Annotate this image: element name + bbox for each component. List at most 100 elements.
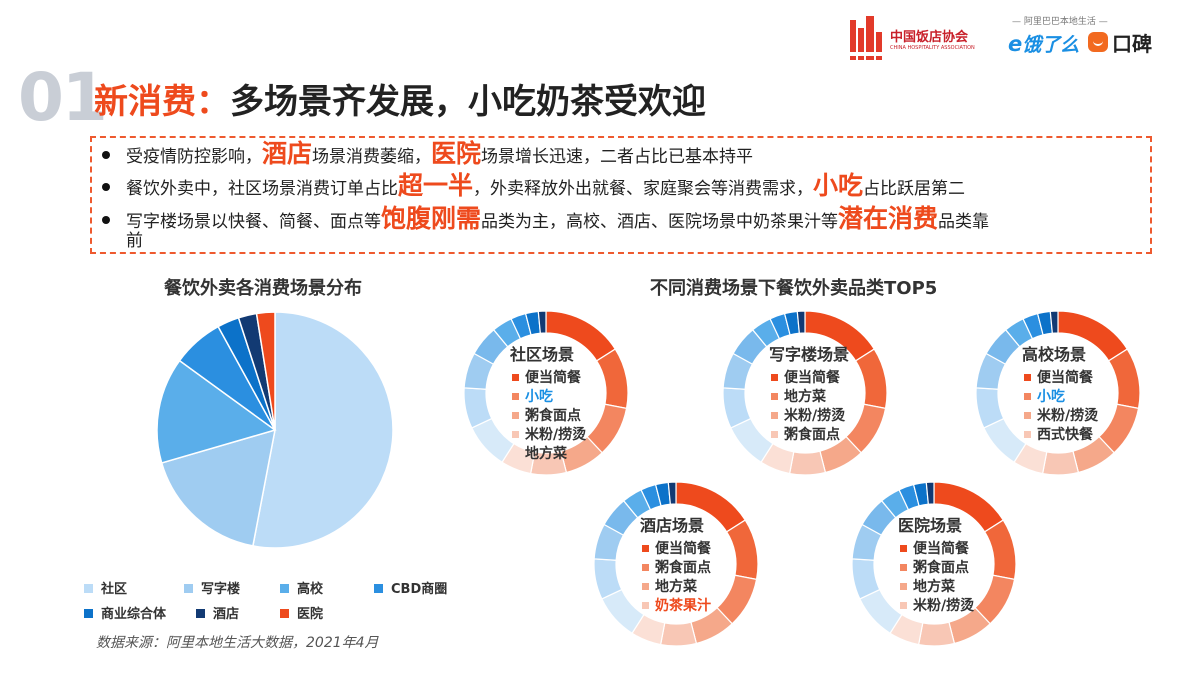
page-title: 新消费：多场景齐发展，小吃奶茶受欢迎 xyxy=(94,80,706,124)
bullet-text-part: 占比跃居第二 xyxy=(863,179,966,199)
donut-category-item: 粥食面点 xyxy=(900,557,969,577)
legend-item: 医院 xyxy=(280,603,323,622)
donut-segment xyxy=(593,523,625,561)
donut-segment xyxy=(560,435,603,474)
bullet-3-continued: 前 xyxy=(126,230,143,252)
category-label: 地方菜 xyxy=(655,579,697,595)
donut-segment xyxy=(819,435,862,474)
category-swatch xyxy=(771,430,778,438)
donut-segment xyxy=(471,417,515,464)
donut-segment xyxy=(501,442,536,475)
donut-segment xyxy=(769,312,791,340)
logo-area: 中国饭店协会 CHINA HOSPITALITY ASSOCIATION — 阿… xyxy=(850,14,1180,64)
legend-label: 商业综合体 xyxy=(101,607,167,622)
bullet-text-part: 前 xyxy=(126,231,143,251)
legend-swatch xyxy=(84,609,93,618)
donut-category-item: 米粉/捞烫 xyxy=(1024,405,1098,425)
donut-category-item: 奶茶果汁 xyxy=(642,595,711,615)
legend-item: CBD商圈 xyxy=(374,578,447,597)
association-name-en: CHINA HOSPITALITY ASSOCIATION xyxy=(890,45,975,51)
bullet-text-part: 写字楼场景以快餐、简餐、面点等 xyxy=(126,212,381,232)
donut-segment xyxy=(529,450,568,476)
legend-label: 医院 xyxy=(297,607,324,622)
key-findings-box: 受疫情防控影响，酒店场景消费萎缩，医院场景增长迅速，二者占比已基本持平 餐饮外卖… xyxy=(90,136,1152,254)
hospitality-association-logo-icon xyxy=(850,16,884,60)
donut-scene-name: 医院场景 xyxy=(898,516,963,535)
data-source: 数据来源：阿里本地生活大数据，2021年4月 xyxy=(96,635,379,651)
highlight-text: 医院 xyxy=(431,139,482,168)
donut-chart-社区场景 xyxy=(463,310,629,476)
bullet-dot xyxy=(102,183,110,191)
donut-segment xyxy=(725,519,759,581)
category-label: 便当简餐 xyxy=(1037,370,1093,386)
legend-swatch xyxy=(280,609,289,618)
section-number: 01 xyxy=(18,59,108,136)
donut-segment xyxy=(690,606,733,645)
donut-segment xyxy=(898,483,920,511)
donut-segment xyxy=(760,442,795,475)
donut-category-item: 地方菜 xyxy=(642,576,697,596)
category-swatch xyxy=(771,411,778,419)
bullet-text-part: 场景消费萎缩， xyxy=(312,147,432,167)
category-swatch xyxy=(771,373,778,381)
donut-segment xyxy=(889,613,924,646)
donut-scene-name: 酒店场景 xyxy=(640,516,705,535)
donut-segment xyxy=(925,481,935,505)
donut-segment xyxy=(783,310,801,336)
bullet-3-continued-text: 前 xyxy=(126,231,143,251)
donut-segment xyxy=(1107,348,1141,410)
legend-label: CBD商圈 xyxy=(391,582,448,597)
bullet-text-part: 品类靠 xyxy=(938,212,990,232)
legend-swatch xyxy=(84,584,93,593)
category-swatch xyxy=(642,563,649,571)
donut-category-item: 米粉/捞烫 xyxy=(512,424,586,444)
donut-segment xyxy=(851,523,883,561)
pie-slice-社区 xyxy=(252,311,394,549)
category-swatch xyxy=(900,563,907,571)
legend-label: 酒店 xyxy=(213,607,240,622)
category-swatch xyxy=(900,582,907,590)
category-label: 小吃 xyxy=(1037,389,1065,405)
donut-chart-酒店场景 xyxy=(593,481,759,647)
category-label: 粥食面点 xyxy=(655,560,711,576)
donut-segment xyxy=(593,558,623,600)
highlight-text: 潜在消费 xyxy=(838,204,939,233)
tagline: — 阿里巴巴本地生活 — xyxy=(1012,17,1108,27)
donut-segment xyxy=(675,481,747,533)
pie-slice-高校 xyxy=(156,359,277,464)
category-label: 便当简餐 xyxy=(913,541,969,557)
donut-category-item: 便当简餐 xyxy=(900,538,969,558)
highlight-text: 酒店 xyxy=(262,139,313,168)
donut-segment xyxy=(974,574,1016,625)
bullet-2: 餐饮外卖中，社区场景消费订单占比超一半，外卖释放外出就餐、家庭聚会等消费需求，小… xyxy=(102,173,966,200)
category-label: 粥食面点 xyxy=(913,560,969,576)
donut-category-item: 便当简餐 xyxy=(642,538,711,558)
koubei-label: 口碑 xyxy=(1112,32,1152,56)
donut-segment xyxy=(667,481,677,505)
donut-segment xyxy=(1036,310,1054,336)
bullet-2-text: 餐饮外卖中，社区场景消费订单占比超一半，外卖释放外出就餐、家庭聚会等消费需求，小… xyxy=(126,173,966,199)
title-rest: 多场景齐发展，小吃奶茶受欢迎 xyxy=(230,82,706,122)
donut-chart-医院场景 xyxy=(851,481,1017,647)
donut-segment xyxy=(859,588,903,635)
category-label: 地方菜 xyxy=(784,389,826,405)
donut-segment xyxy=(948,606,991,645)
donut-category-item: 便当简餐 xyxy=(1024,367,1093,387)
donut-segment xyxy=(1041,450,1080,476)
donut-segment xyxy=(463,352,495,390)
donut-segment xyxy=(1098,403,1140,454)
donut-segment xyxy=(1072,435,1115,474)
donut-segment xyxy=(796,310,806,334)
donut-segment xyxy=(510,312,532,340)
bullet-text-part: 餐饮外卖中，社区场景消费订单占比 xyxy=(126,179,398,199)
donut-segment xyxy=(851,558,881,600)
donut-segment xyxy=(983,519,1017,581)
category-swatch xyxy=(642,544,649,552)
category-label: 米粉/捞烫 xyxy=(913,598,975,614)
legend-swatch xyxy=(280,584,289,593)
bullet-text-part: 受疫情防控影响， xyxy=(126,147,262,167)
donut-category-item: 地方菜 xyxy=(900,576,955,596)
donut-segment xyxy=(537,310,547,334)
category-swatch xyxy=(512,411,519,419)
legend-label: 社区 xyxy=(101,582,128,597)
